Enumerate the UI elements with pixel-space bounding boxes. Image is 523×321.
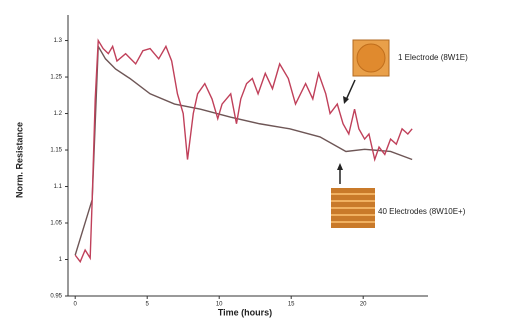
series-label: 1 Electrode (8W1E) [398, 53, 468, 62]
x-tick-label: 20 [360, 302, 367, 308]
y-tick-label: 1.2 [54, 111, 63, 117]
chart: Norm. Resistance Time (hours) 1 Electrod… [0, 0, 523, 321]
electrode-disc [357, 44, 385, 72]
y-tick-label: 1.15 [50, 148, 62, 154]
y-tick-label: 1 [59, 257, 63, 263]
y-tick-label: 1.1 [54, 184, 63, 190]
x-tick-label: 0 [74, 302, 78, 308]
series-label: 40 Electrodes (8W10E+) [378, 207, 466, 216]
x-tick-label: 5 [146, 302, 150, 308]
arrow [346, 80, 355, 100]
y-axis-label: Norm. Resistance [14, 122, 24, 198]
y-tick-label: 1.25 [50, 75, 62, 81]
x-tick-label: 10 [216, 302, 223, 308]
y-tick-label: 1.05 [50, 221, 62, 227]
electrodes-image [331, 188, 375, 228]
y-tick-label: 1.3 [54, 38, 63, 44]
x-axis-label: Time (hours) [218, 307, 272, 317]
x-tick-label: 15 [288, 302, 295, 308]
arrow-head [337, 163, 343, 170]
y-tick-label: 0.95 [50, 294, 62, 300]
arrow-head [343, 96, 349, 104]
